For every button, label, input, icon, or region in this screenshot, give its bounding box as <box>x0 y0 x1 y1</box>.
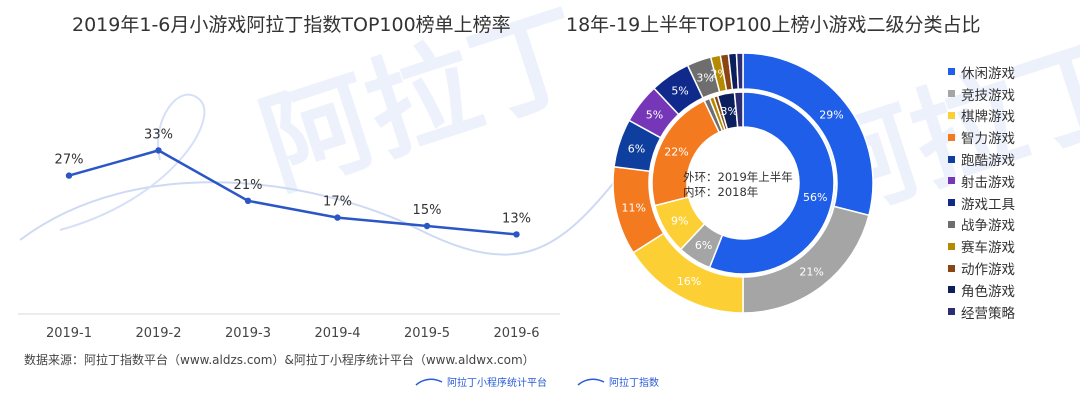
data-label: 15% <box>413 203 442 218</box>
legend-item: 竞技游戏 <box>948 83 1015 105</box>
slice-label: 3% <box>721 105 738 118</box>
series-line <box>68 149 517 236</box>
logo-swirl-icon <box>415 378 443 386</box>
legend-label: 休闲游戏 <box>961 65 1015 82</box>
slice-label: 5% <box>671 84 688 97</box>
data-point <box>244 197 252 204</box>
donut-slice <box>733 91 744 129</box>
logo-swirl-icon <box>577 378 605 386</box>
legend-swatch <box>948 111 955 119</box>
data-label: 13% <box>502 211 531 226</box>
legend-swatch <box>948 90 955 98</box>
slice-label: 16% <box>677 275 701 288</box>
legend-swatch <box>948 286 955 294</box>
legend-item: 射击游戏 <box>948 170 1015 192</box>
legend-label: 智力游戏 <box>961 131 1015 148</box>
legend-label: 射击游戏 <box>961 174 1015 191</box>
slice-label: 56% <box>803 191 827 204</box>
data-point <box>155 147 162 154</box>
legend-item: 跑酷游戏 <box>948 148 1015 170</box>
donut-chart-title: 18年-19上半年TOP100上榜小游戏二级分类占比 <box>566 14 981 36</box>
aldwx-logo: 阿拉丁小程序统计平台 <box>414 374 547 389</box>
legend-label: 竞技游戏 <box>961 87 1015 104</box>
data-point <box>65 172 73 179</box>
slice-label: 6% <box>628 142 645 155</box>
legend-swatch <box>948 68 955 76</box>
legend-item: 动作游戏 <box>948 257 1015 279</box>
line-chart: 27% 2019-1 33% 2019-2 21% 2019-3 17% 2019-4 15% 2… <box>18 127 560 341</box>
legend-label: 棋牌游戏 <box>961 109 1015 126</box>
donut-center-label: 内环：2018年 <box>683 185 758 199</box>
legend-item: 棋牌游戏 <box>948 105 1015 127</box>
data-point <box>513 231 520 238</box>
legend-swatch <box>948 199 955 207</box>
donut-slice <box>708 91 835 275</box>
legend-swatch <box>948 177 955 185</box>
slice-label: 21% <box>799 265 823 278</box>
donut-legend: 休闲游戏竞技游戏棋牌游戏智力游戏跑酷游戏射击游戏游戏工具战争游戏赛车游戏动作游戏… <box>948 61 1015 323</box>
x-tick-label: 2019-6 <box>493 326 539 341</box>
legend-label: 赛车游戏 <box>961 240 1015 257</box>
legend-item: 战争游戏 <box>948 214 1015 236</box>
legend-swatch <box>948 133 955 141</box>
legend-item: 休闲游戏 <box>948 61 1015 83</box>
legend-item: 智力游戏 <box>948 126 1015 148</box>
aldzs-logo: 阿拉丁指数 <box>576 374 659 389</box>
donut-chart: 29%21%16%11%6%5%5%3%2%56%6%9%22%3%外环：201… <box>612 52 874 314</box>
x-tick-label: 2019-4 <box>314 326 360 341</box>
donut-center-label: 外环：2019年上半年 <box>683 170 793 184</box>
line-chart-title: 2019年1-6月小游戏阿拉丁指数TOP100榜单上榜率 <box>72 14 511 36</box>
legend-swatch <box>948 220 955 228</box>
legend-swatch <box>948 155 955 163</box>
legend-label: 角色游戏 <box>961 283 1015 300</box>
slice-label: 6% <box>695 239 712 252</box>
logo-text: 阿拉丁小程序统计平台 <box>447 378 547 389</box>
donut-slice <box>735 52 744 90</box>
x-tick-label: 2019-5 <box>404 326 450 341</box>
data-point <box>334 214 341 221</box>
legend-swatch <box>948 308 955 316</box>
legend-swatch <box>948 264 955 272</box>
legend-label: 动作游戏 <box>961 262 1015 279</box>
legend-swatch <box>948 242 955 250</box>
data-label: 33% <box>144 127 173 142</box>
data-label: 17% <box>323 195 352 210</box>
logo-text: 阿拉丁指数 <box>609 378 659 389</box>
legend-item: 赛车游戏 <box>948 235 1015 257</box>
slice-label: 22% <box>664 146 688 159</box>
slice-label: 29% <box>819 108 843 121</box>
x-tick-label: 2019-3 <box>225 326 271 341</box>
legend-label: 跑酷游戏 <box>961 153 1015 170</box>
slice-label: 3% <box>696 72 713 85</box>
legend-item: 经营策略 <box>948 301 1015 323</box>
slice-label: 5% <box>646 108 663 121</box>
x-tick-label: 2019-1 <box>46 326 92 341</box>
data-point <box>423 222 431 230</box>
legend-item: 角色游戏 <box>948 279 1015 301</box>
legend-label: 经营策略 <box>961 305 1015 322</box>
data-label: 27% <box>55 153 84 168</box>
legend-item: 游戏工具 <box>948 192 1015 214</box>
legend-label: 战争游戏 <box>961 218 1015 235</box>
data-label: 21% <box>234 178 263 193</box>
slice-label: 9% <box>671 214 688 227</box>
data-source-note: 数据来源：阿拉丁指数平台（www.aldzs.com）&阿拉丁小程序统计平台（w… <box>24 353 535 367</box>
slice-label: 11% <box>621 201 645 214</box>
legend-label: 游戏工具 <box>961 196 1015 213</box>
x-tick-label: 2019-2 <box>135 326 181 341</box>
